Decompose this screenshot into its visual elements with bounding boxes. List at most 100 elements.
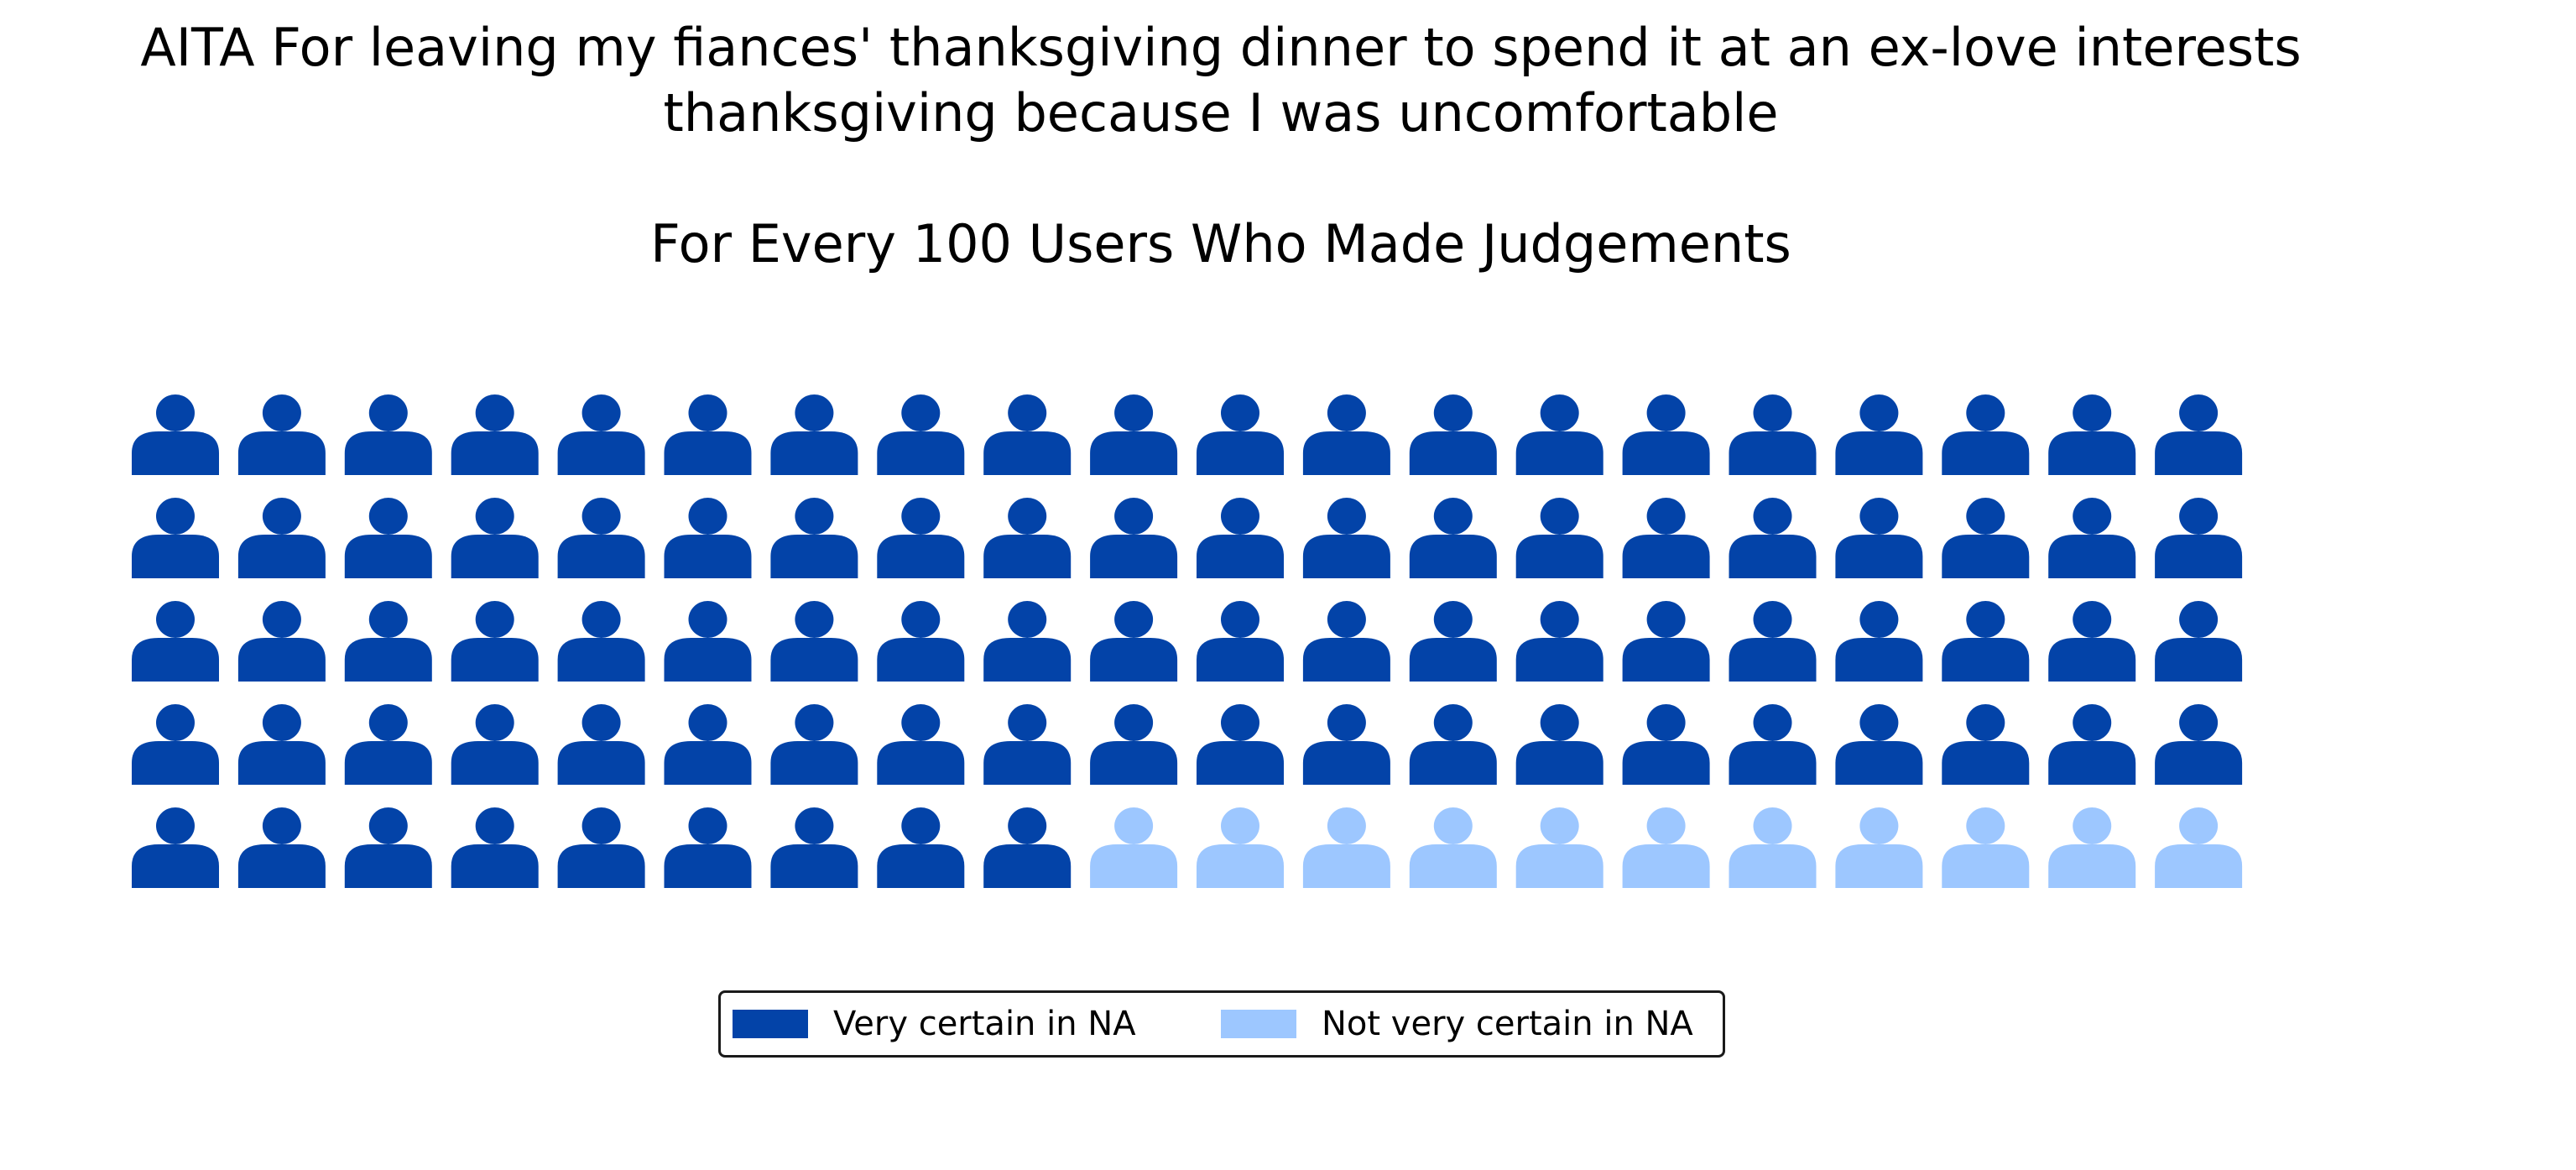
person-icon-head (581, 704, 621, 741)
person-icon-very-certain-in-na-71 (1197, 704, 1284, 785)
person-icon-very-certain-in-na-24 (451, 498, 539, 578)
legend-label-not-very-certain: Not very certain in NA (1322, 1005, 1693, 1043)
person-icon-head (1433, 807, 1473, 844)
person-icon-very-certain-in-na-87 (770, 807, 858, 888)
person-icon-body (1729, 431, 1817, 475)
person-icon-body (1197, 535, 1284, 578)
person-icon-very-certain-in-na-16 (1729, 394, 1817, 475)
person-icon-head (262, 394, 301, 431)
person-icon-body (877, 431, 965, 475)
person-icon-very-certain-in-na-69 (983, 704, 1072, 785)
person-icon-body (1302, 431, 1390, 475)
person-icon-very-certain-in-na-8 (877, 394, 965, 475)
person-icon-not-very-certain-in-na-90 (1090, 807, 1178, 888)
person-icon-body (770, 741, 858, 785)
person-icon-body (237, 741, 326, 785)
person-icon-very-certain-in-na-49 (983, 601, 1072, 682)
person-icon-body (1197, 741, 1284, 785)
person-icon-very-certain-in-na-5 (557, 394, 645, 475)
person-icon-body (557, 431, 645, 475)
person-icon-head (901, 704, 941, 741)
person-icon-very-certain-in-na-86 (664, 807, 752, 888)
person-icon-head (2179, 601, 2219, 638)
person-icon-head (1859, 807, 1899, 844)
person-icon-head (262, 498, 301, 535)
person-icon-very-certain-in-na-47 (770, 601, 858, 682)
person-icon-body (557, 844, 645, 888)
person-icon-very-certain-in-na-4 (451, 394, 539, 475)
person-icon-head (901, 498, 941, 535)
person-icon-head (688, 807, 727, 844)
person-icon-body (1622, 844, 1710, 888)
person-icon-not-very-certain-in-na-99 (2048, 807, 2136, 888)
person-icon-head (688, 498, 727, 535)
person-icon-very-certain-in-na-13 (1409, 394, 1497, 475)
person-icon-very-certain-in-na-28 (877, 498, 965, 578)
person-icon-very-certain-in-na-52 (1302, 601, 1390, 682)
chart-title-line-1: AITA For leaving my fiances' thanksgivin… (140, 17, 2302, 78)
person-icon-head (1221, 601, 1259, 638)
person-icon-head (1114, 601, 1154, 638)
person-icon-very-certain-in-na-58 (1942, 601, 2030, 682)
person-icon-head (156, 601, 195, 638)
person-icon-very-certain-in-na-37 (1835, 498, 1923, 578)
person-icon-very-certain-in-na-42 (237, 601, 326, 682)
person-icon-head (1221, 704, 1259, 741)
person-icon-body (237, 844, 326, 888)
person-icon-very-certain-in-na-51 (1197, 601, 1284, 682)
person-icon-body (877, 741, 965, 785)
person-icon-very-certain-in-na-1 (132, 394, 219, 475)
person-icon-head (581, 498, 621, 535)
person-icon-very-certain-in-na-27 (770, 498, 858, 578)
person-icon-body (1409, 638, 1497, 682)
person-icon-body (664, 844, 752, 888)
person-icon-body (344, 431, 432, 475)
person-icon-body (1090, 741, 1178, 785)
person-icon-not-very-certain-in-na-94 (1515, 807, 1603, 888)
person-icon-body (983, 535, 1072, 578)
chart-title-line-2: thanksgiving because I was uncomfortable (663, 82, 1779, 144)
person-icon-body (664, 638, 752, 682)
person-icon-body (451, 638, 539, 682)
person-icon-head (795, 394, 834, 431)
person-icon-body (237, 638, 326, 682)
person-icon-body (1729, 844, 1817, 888)
person-icon-very-certain-in-na-25 (557, 498, 645, 578)
person-icon-very-certain-in-na-2 (237, 394, 326, 475)
person-icon-body (1302, 638, 1390, 682)
person-icon-head (2073, 498, 2112, 535)
person-icon-body (451, 535, 539, 578)
person-icon-very-certain-in-na-31 (1197, 498, 1284, 578)
person-icon-body (1090, 535, 1178, 578)
person-icon-very-certain-in-na-48 (877, 601, 965, 682)
person-icon-very-certain-in-na-81 (132, 807, 219, 888)
person-icon-very-certain-in-na-55 (1622, 601, 1710, 682)
person-icon-very-certain-in-na-46 (664, 601, 752, 682)
person-icon-body (344, 844, 432, 888)
person-icon-body (1835, 535, 1923, 578)
person-icon-body (2155, 741, 2243, 785)
person-icon-head (795, 498, 834, 535)
person-icon-very-certain-in-na-40 (2155, 498, 2243, 578)
person-icon-head (1859, 498, 1899, 535)
person-icon-body (557, 638, 645, 682)
person-icon-not-very-certain-in-na-95 (1622, 807, 1710, 888)
person-icon-not-very-certain-in-na-92 (1302, 807, 1390, 888)
person-icon-head (1966, 498, 2005, 535)
person-icon-head (1753, 498, 1792, 535)
person-icon-head (2073, 704, 2112, 741)
person-icon-head (901, 394, 941, 431)
person-icon-body (1835, 431, 1923, 475)
person-icon-head (156, 394, 195, 431)
person-icon-head (2179, 704, 2219, 741)
person-icon-body (344, 638, 432, 682)
person-icon-head (2073, 807, 2112, 844)
person-icon-body (2155, 638, 2243, 682)
person-icon-very-certain-in-na-17 (1835, 394, 1923, 475)
person-icon-body (877, 535, 965, 578)
person-icon-very-certain-in-na-23 (344, 498, 432, 578)
person-icon-head (1966, 601, 2005, 638)
person-icon-very-certain-in-na-56 (1729, 601, 1817, 682)
chart-subtitle: For Every 100 Users Who Made Judgements (650, 213, 1791, 274)
person-icon-head (1008, 498, 1047, 535)
